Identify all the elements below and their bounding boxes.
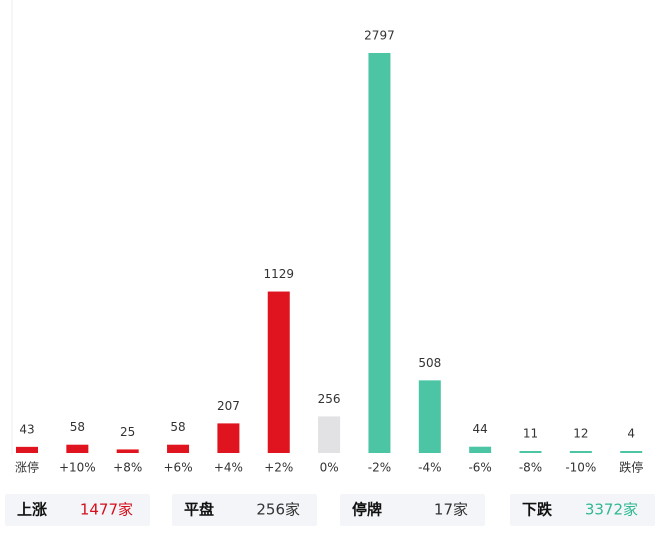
x-tick-label: -2% (368, 461, 391, 475)
value-label: 2797 (364, 29, 395, 43)
value-label: 12 (573, 427, 588, 441)
x-tick-label: 涨停 (15, 460, 39, 475)
value-label: 43 (19, 422, 34, 436)
x-tick-label: -4% (418, 461, 441, 475)
value-label: 508 (418, 356, 441, 370)
bar (620, 451, 643, 453)
value-label: 44 (473, 422, 488, 436)
x-tick-label: 0% (320, 461, 339, 475)
bar (16, 446, 38, 453)
summary-value: 3372家 (585, 501, 638, 519)
x-tick-label: +2% (264, 461, 293, 475)
x-tick-label: -8% (519, 461, 542, 475)
x-tick-label: -6% (468, 461, 491, 475)
summary-box (510, 494, 655, 526)
bar (469, 446, 492, 453)
x-tick-label: +8% (113, 461, 142, 475)
summary-value: 1477家 (80, 501, 133, 519)
bar (116, 449, 139, 453)
summary-value: 17家 (434, 501, 468, 519)
bar (519, 451, 542, 453)
bar (368, 53, 391, 453)
summary-label: 下跌 (522, 501, 553, 519)
summary-label: 平盘 (184, 501, 214, 519)
summary-box (172, 494, 317, 526)
bar (167, 444, 190, 453)
bar (217, 423, 240, 453)
x-tick-label: +6% (164, 461, 193, 475)
value-label: 4 (627, 427, 635, 441)
value-label: 207 (217, 399, 240, 413)
summary-label: 停牌 (352, 501, 382, 519)
bar (418, 380, 441, 453)
summary-label: 上涨 (17, 501, 47, 519)
x-tick-label: +4% (214, 461, 243, 475)
summary-box (5, 494, 150, 526)
value-label: 11 (523, 427, 538, 441)
x-tick-label: 跌停 (619, 460, 643, 475)
summary-value: 256家 (256, 501, 300, 519)
bar (318, 416, 341, 453)
value-label: 256 (318, 392, 341, 406)
value-label: 25 (120, 425, 135, 439)
bar (66, 444, 89, 453)
value-label: 58 (170, 420, 185, 434)
value-label: 58 (70, 420, 85, 434)
x-tick-label: +10% (59, 461, 96, 475)
bar (267, 291, 290, 453)
bar (569, 451, 592, 453)
value-label: 1129 (263, 267, 294, 281)
summary-box (340, 494, 485, 526)
x-tick-label: -10% (565, 461, 596, 475)
